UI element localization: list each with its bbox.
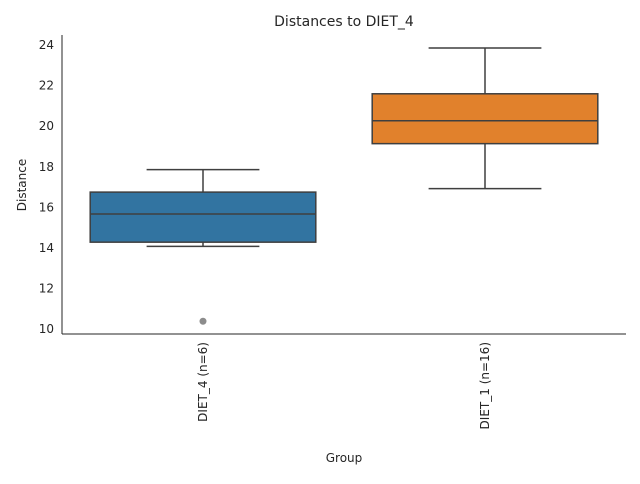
y-tick-label: 20	[39, 119, 54, 133]
x-tick-label: DIET_4 (n=6)	[196, 342, 210, 422]
chart-title: Distances to DIET_4	[274, 14, 414, 30]
y-tick-label: 18	[39, 160, 54, 174]
box	[89, 191, 317, 243]
y-tick-label: 24	[39, 38, 54, 52]
box-group	[371, 47, 599, 190]
box-group	[89, 168, 317, 325]
y-tick-label: 10	[39, 322, 54, 336]
x-tick-label: DIET_1 (n=16)	[478, 342, 492, 429]
y-tick-label: 14	[39, 241, 54, 255]
x-axis-label: Group	[326, 451, 363, 465]
y-tick-label: 16	[39, 200, 54, 214]
y-tick-label: 22	[39, 79, 54, 93]
box	[371, 93, 599, 145]
y-tick-label: 12	[39, 281, 54, 295]
outlier-point	[199, 317, 207, 325]
y-axis-label: Distance	[15, 159, 29, 211]
